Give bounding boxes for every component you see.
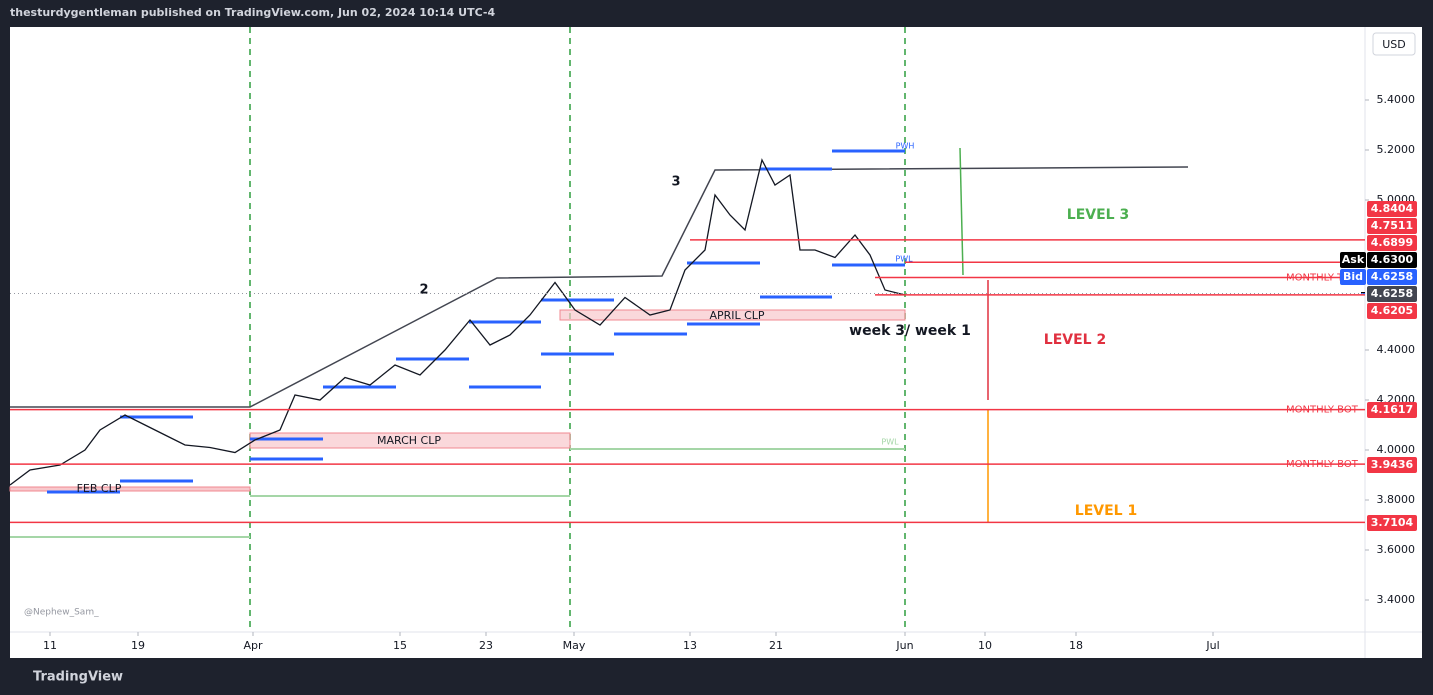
quote-box [1367,286,1417,302]
y-tick-label: 4.0000 [1377,443,1416,456]
price-label: 3.9436 [1371,458,1414,471]
credit: @Nephew_Sam_ [24,608,99,618]
quote-label: 4.6258 [1371,287,1413,300]
weekly-levels [47,149,905,494]
x-tick-label: 11 [43,639,57,652]
zone [559,309,906,321]
publisher: thesturdygentleman published on TradingV… [10,6,495,19]
annotation: PWL [881,438,899,447]
level-note: MONTHLY TOP [1286,273,1357,284]
y-tick-label: 5.4000 [1377,93,1416,106]
quote-label: 4.6300 [1371,253,1414,266]
quote-name-box [1340,269,1366,285]
x-tick-label: 10 [978,639,992,652]
x-tick-label: Jun [895,639,913,652]
x-tick-label: 13 [683,639,697,652]
annotation: LEVEL 3 [1067,207,1129,223]
quote-name: Bid [1343,270,1363,283]
x-tick-label: 19 [131,639,145,652]
level-note: MONTHLY BOT [1286,459,1359,470]
price-label-box [1367,218,1417,234]
quote-label: 4.6258 [1371,270,1413,283]
y-tick-label: 3.4000 [1377,593,1416,606]
x-tick-label: 18 [1069,639,1083,652]
annotation: week 3/ week 1 [849,323,971,339]
x-tick-label: May [563,639,586,652]
quote-box [1367,269,1417,285]
y-tick-label: 3.8000 [1377,493,1416,506]
currency-button[interactable] [1372,32,1416,56]
level-3-bar [959,147,964,276]
price-label-box [1367,402,1417,418]
brand: TradingView [33,670,123,685]
x-tick-label: Jul [1205,639,1219,652]
y-tick-label: 4.4000 [1377,343,1416,356]
y-tick-label: 5.2000 [1377,143,1416,156]
price-label: 4.6899 [1371,236,1413,249]
price-line [9,158,906,486]
currency: USD [1382,38,1406,51]
annotation: 2 [419,283,428,298]
price-label-box [1367,303,1417,319]
chart-area [10,27,1422,658]
price-label-box [1367,515,1417,531]
price-label-box [1367,201,1417,217]
quote-name-box [1340,252,1366,268]
x-tick-label: 21 [769,639,783,652]
annotation: 3 [671,175,680,190]
annotation: PWL [895,255,913,264]
price-label: 4.1617 [1371,403,1413,416]
annotation: PWH [896,142,915,151]
price-label: 4.6205 [1371,304,1413,317]
x-tick-label: Apr [243,639,263,652]
annotation: LEVEL 1 [1075,503,1137,519]
level-note: MONTHLY BOT [1286,405,1359,416]
annotation: APRIL CLP [709,309,764,322]
annotation: MARCH CLP [377,434,441,447]
zone [9,486,251,492]
price-label: 3.7104 [1371,516,1414,529]
drawings [9,27,1189,630]
y-tick-label: 3.6000 [1377,543,1416,556]
price-label: 4.8404 [1371,202,1414,215]
quote-box [1367,252,1417,268]
annotation: FEB CLP [77,482,122,495]
price-label-box [1367,457,1417,473]
x-tick-label: 15 [393,639,407,652]
annotation: LEVEL 2 [1044,332,1106,348]
x-tick-label: 23 [479,639,493,652]
quote-name: Ask [1342,253,1365,266]
price-label-box [1367,235,1417,251]
price-label: 4.7511 [1371,219,1413,232]
